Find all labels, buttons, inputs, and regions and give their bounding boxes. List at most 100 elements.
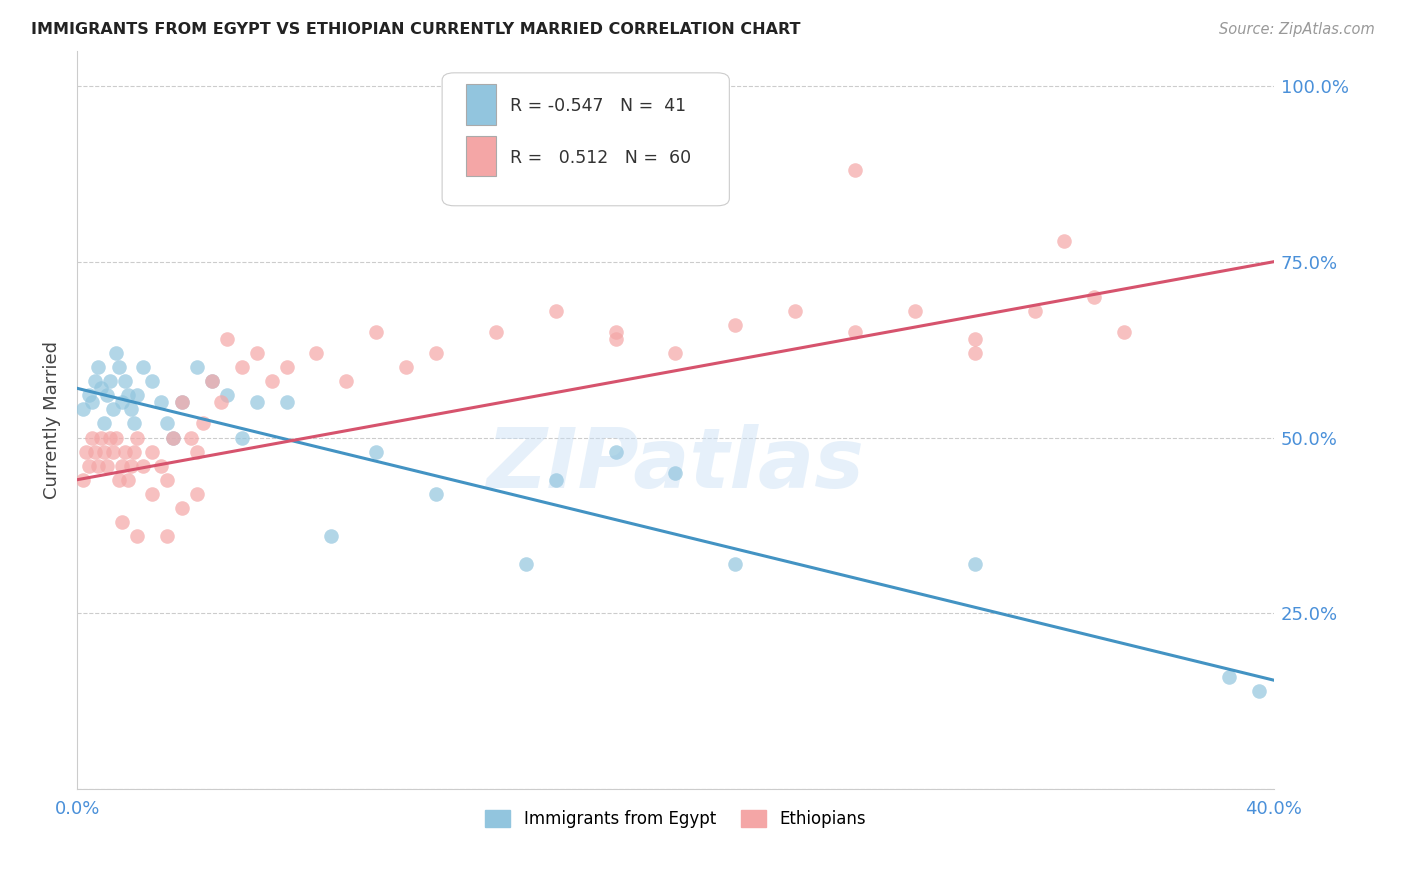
Point: [122, 417, 145, 431]
Point: [724, 557, 747, 571]
Point: [72, 402, 94, 417]
Text: ZIPatlas: ZIPatlas: [486, 424, 865, 505]
Point: [1053, 234, 1076, 248]
Point: [395, 360, 418, 375]
Point: [141, 444, 163, 458]
Point: [605, 332, 627, 346]
Y-axis label: Currently Married: Currently Married: [44, 341, 60, 499]
Point: [156, 529, 179, 543]
Text: Source: ZipAtlas.com: Source: ZipAtlas.com: [1219, 22, 1375, 37]
Point: [80, 395, 103, 409]
Point: [117, 473, 139, 487]
Point: [246, 395, 269, 409]
Point: [664, 466, 686, 480]
Point: [84, 374, 107, 388]
Point: [485, 325, 508, 339]
Point: [186, 487, 208, 501]
Point: [1114, 325, 1136, 339]
Point: [425, 487, 447, 501]
Point: [156, 417, 179, 431]
Point: [844, 325, 866, 339]
Point: [276, 360, 298, 375]
Point: [80, 431, 103, 445]
Point: [93, 444, 115, 458]
Point: [366, 325, 388, 339]
FancyBboxPatch shape: [465, 84, 496, 125]
Point: [191, 417, 214, 431]
Point: [605, 325, 627, 339]
FancyBboxPatch shape: [465, 136, 496, 177]
Point: [844, 163, 866, 178]
Point: [1083, 290, 1105, 304]
Point: [108, 473, 131, 487]
Point: [111, 395, 134, 409]
Text: IMMIGRANTS FROM EGYPT VS ETHIOPIAN CURRENTLY MARRIED CORRELATION CHART: IMMIGRANTS FROM EGYPT VS ETHIOPIAN CURRE…: [31, 22, 800, 37]
Point: [201, 374, 224, 388]
Point: [605, 444, 627, 458]
Point: [904, 304, 927, 318]
Point: [111, 515, 134, 529]
Point: [963, 346, 986, 360]
Point: [515, 557, 537, 571]
Point: [209, 395, 232, 409]
Point: [201, 374, 224, 388]
Point: [215, 388, 238, 402]
Point: [724, 318, 747, 332]
Point: [93, 417, 115, 431]
Point: [162, 431, 184, 445]
Point: [98, 431, 121, 445]
Point: [117, 388, 139, 402]
Point: [132, 360, 155, 375]
Point: [186, 360, 208, 375]
Point: [87, 458, 110, 473]
Point: [101, 402, 124, 417]
Point: [186, 444, 208, 458]
Point: [120, 402, 142, 417]
Point: [305, 346, 328, 360]
Point: [114, 444, 136, 458]
Point: [425, 346, 447, 360]
Point: [963, 557, 986, 571]
Point: [231, 360, 253, 375]
Point: [149, 458, 172, 473]
Point: [276, 395, 298, 409]
Text: R = -0.547   N =  41: R = -0.547 N = 41: [510, 97, 686, 115]
Point: [366, 444, 388, 458]
Point: [108, 360, 131, 375]
Point: [90, 381, 112, 395]
Point: [104, 431, 127, 445]
Point: [1218, 670, 1240, 684]
Point: [149, 395, 172, 409]
Point: [101, 444, 124, 458]
Point: [96, 388, 118, 402]
Point: [72, 473, 94, 487]
Point: [77, 388, 100, 402]
Point: [1024, 304, 1046, 318]
Point: [246, 346, 269, 360]
Point: [98, 374, 121, 388]
Point: [125, 431, 148, 445]
FancyBboxPatch shape: [441, 73, 730, 206]
Point: [335, 374, 357, 388]
Point: [260, 374, 283, 388]
Point: [321, 529, 343, 543]
Text: R =   0.512   N =  60: R = 0.512 N = 60: [510, 149, 692, 167]
Point: [170, 395, 193, 409]
Point: [544, 473, 567, 487]
Point: [87, 360, 110, 375]
Point: [156, 473, 179, 487]
Point: [125, 388, 148, 402]
Point: [180, 431, 202, 445]
Point: [170, 395, 193, 409]
Point: [122, 444, 145, 458]
Point: [120, 458, 142, 473]
Point: [1247, 683, 1270, 698]
Point: [96, 458, 118, 473]
Point: [785, 304, 807, 318]
Point: [963, 332, 986, 346]
Point: [90, 431, 112, 445]
Point: [84, 444, 107, 458]
Point: [141, 487, 163, 501]
Point: [215, 332, 238, 346]
Point: [114, 374, 136, 388]
